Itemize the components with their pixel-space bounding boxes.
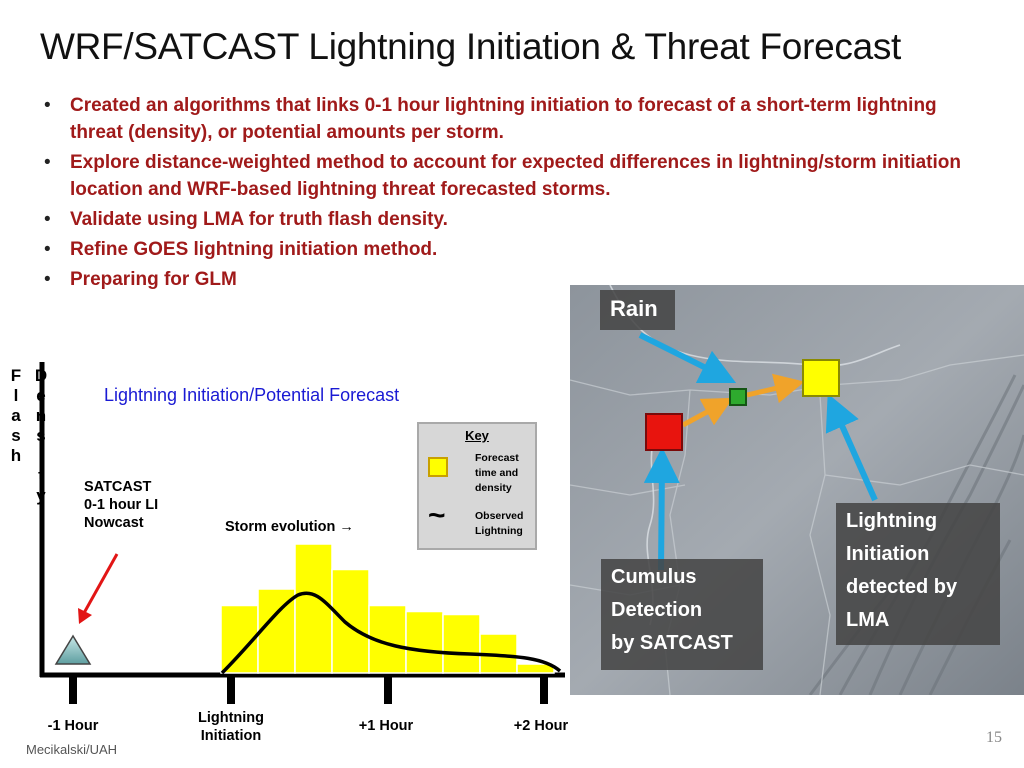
bullet-text: Refine GOES lightning initiation method. bbox=[70, 239, 438, 260]
bullet-item: • Created an algorithms that links 0-1 ho… bbox=[38, 92, 978, 146]
y-axis-letter: s bbox=[11, 426, 21, 445]
x-label-plus1-hour: +1 Hour bbox=[358, 718, 414, 734]
bullet-text: Created an algorithms that links 0-1 hou… bbox=[70, 95, 937, 143]
observed-lightning-curve bbox=[220, 591, 562, 675]
y-axis-letter: a bbox=[11, 406, 21, 425]
satcast-arrowhead bbox=[78, 608, 92, 624]
forecast-square-icon bbox=[428, 457, 448, 477]
density-bar bbox=[220, 604, 259, 674]
x-label-minus1-hour: -1 Hour bbox=[47, 718, 99, 734]
key-forecast-label: Forecast time and density bbox=[475, 452, 519, 494]
density-bars bbox=[220, 543, 555, 674]
bullet-item: • Preparing for GLM bbox=[38, 266, 978, 293]
rain-arrow bbox=[638, 332, 737, 384]
bullet-item: • Refine GOES lightning initiation method… bbox=[38, 236, 978, 263]
red-cumulus-box bbox=[645, 413, 683, 451]
bullet-dot: • bbox=[44, 209, 51, 230]
y-axis-letter: l bbox=[13, 386, 19, 405]
bullet-dot: • bbox=[44, 152, 51, 173]
density-bar bbox=[331, 568, 370, 674]
y-axis-letter: h bbox=[10, 446, 22, 465]
yellow-lma-box bbox=[802, 359, 840, 397]
bullet-list: • Created an algorithms that links 0-1 ho… bbox=[38, 92, 978, 296]
satcast-nowcast-triangle bbox=[54, 634, 92, 665]
y-axis-letter: F bbox=[10, 366, 22, 385]
bullet-text: Validate using LMA for truth flash densi… bbox=[70, 209, 448, 230]
observed-lightning-symbol: ~ bbox=[428, 499, 446, 532]
satcast-arrow bbox=[82, 553, 119, 614]
density-bar bbox=[294, 543, 333, 674]
legend-key: Key Forecast time and density ~ Observed… bbox=[417, 422, 537, 550]
green-rain-box bbox=[729, 388, 747, 406]
bullet-text: Preparing for GLM bbox=[70, 269, 237, 290]
key-title: Key bbox=[465, 428, 489, 443]
footer-author: Mecikalski/UAH bbox=[26, 742, 118, 757]
rain-callout: Rain bbox=[600, 290, 675, 330]
bullet-item: • Explore distance-weighted method to acc… bbox=[38, 149, 978, 203]
x-label-lightning-initiation: Lightning Initiation bbox=[197, 710, 265, 744]
lightning-initiation-callout: Lightning Initiation detected by LMA bbox=[836, 503, 1000, 645]
bullet-dot: • bbox=[44, 269, 51, 290]
bullet-dot: • bbox=[44, 239, 51, 260]
density-bar bbox=[405, 610, 444, 674]
key-observed-label: Observed Lightning bbox=[475, 510, 524, 537]
density-bar bbox=[442, 613, 481, 674]
track-arrow-1 bbox=[681, 397, 734, 428]
diagram-title: Lightning Initiation/Potential Forecast bbox=[104, 385, 400, 405]
x-label-plus2-hour: +2 Hour bbox=[513, 718, 569, 734]
slide-title: WRF/SATCAST Lightning Initiation & Threa… bbox=[40, 26, 902, 67]
bullet-dot: • bbox=[44, 95, 51, 116]
bullet-item: • Validate using LMA for truth flash dens… bbox=[38, 206, 978, 233]
page-number: 15 bbox=[986, 729, 1002, 746]
lightning-arrow bbox=[825, 393, 878, 502]
satcast-label: SATCAST 0-1 hour LI Nowcast bbox=[84, 479, 159, 531]
bullet-text: Explore distance-weighted method to acco… bbox=[70, 152, 961, 200]
cumulus-arrow bbox=[643, 447, 680, 571]
cumulus-detection-callout: Cumulus Detection by SATCAST bbox=[601, 559, 763, 670]
track-arrow-2 bbox=[746, 373, 805, 404]
storm-evolution-label: Storm evolution → bbox=[225, 519, 354, 535]
